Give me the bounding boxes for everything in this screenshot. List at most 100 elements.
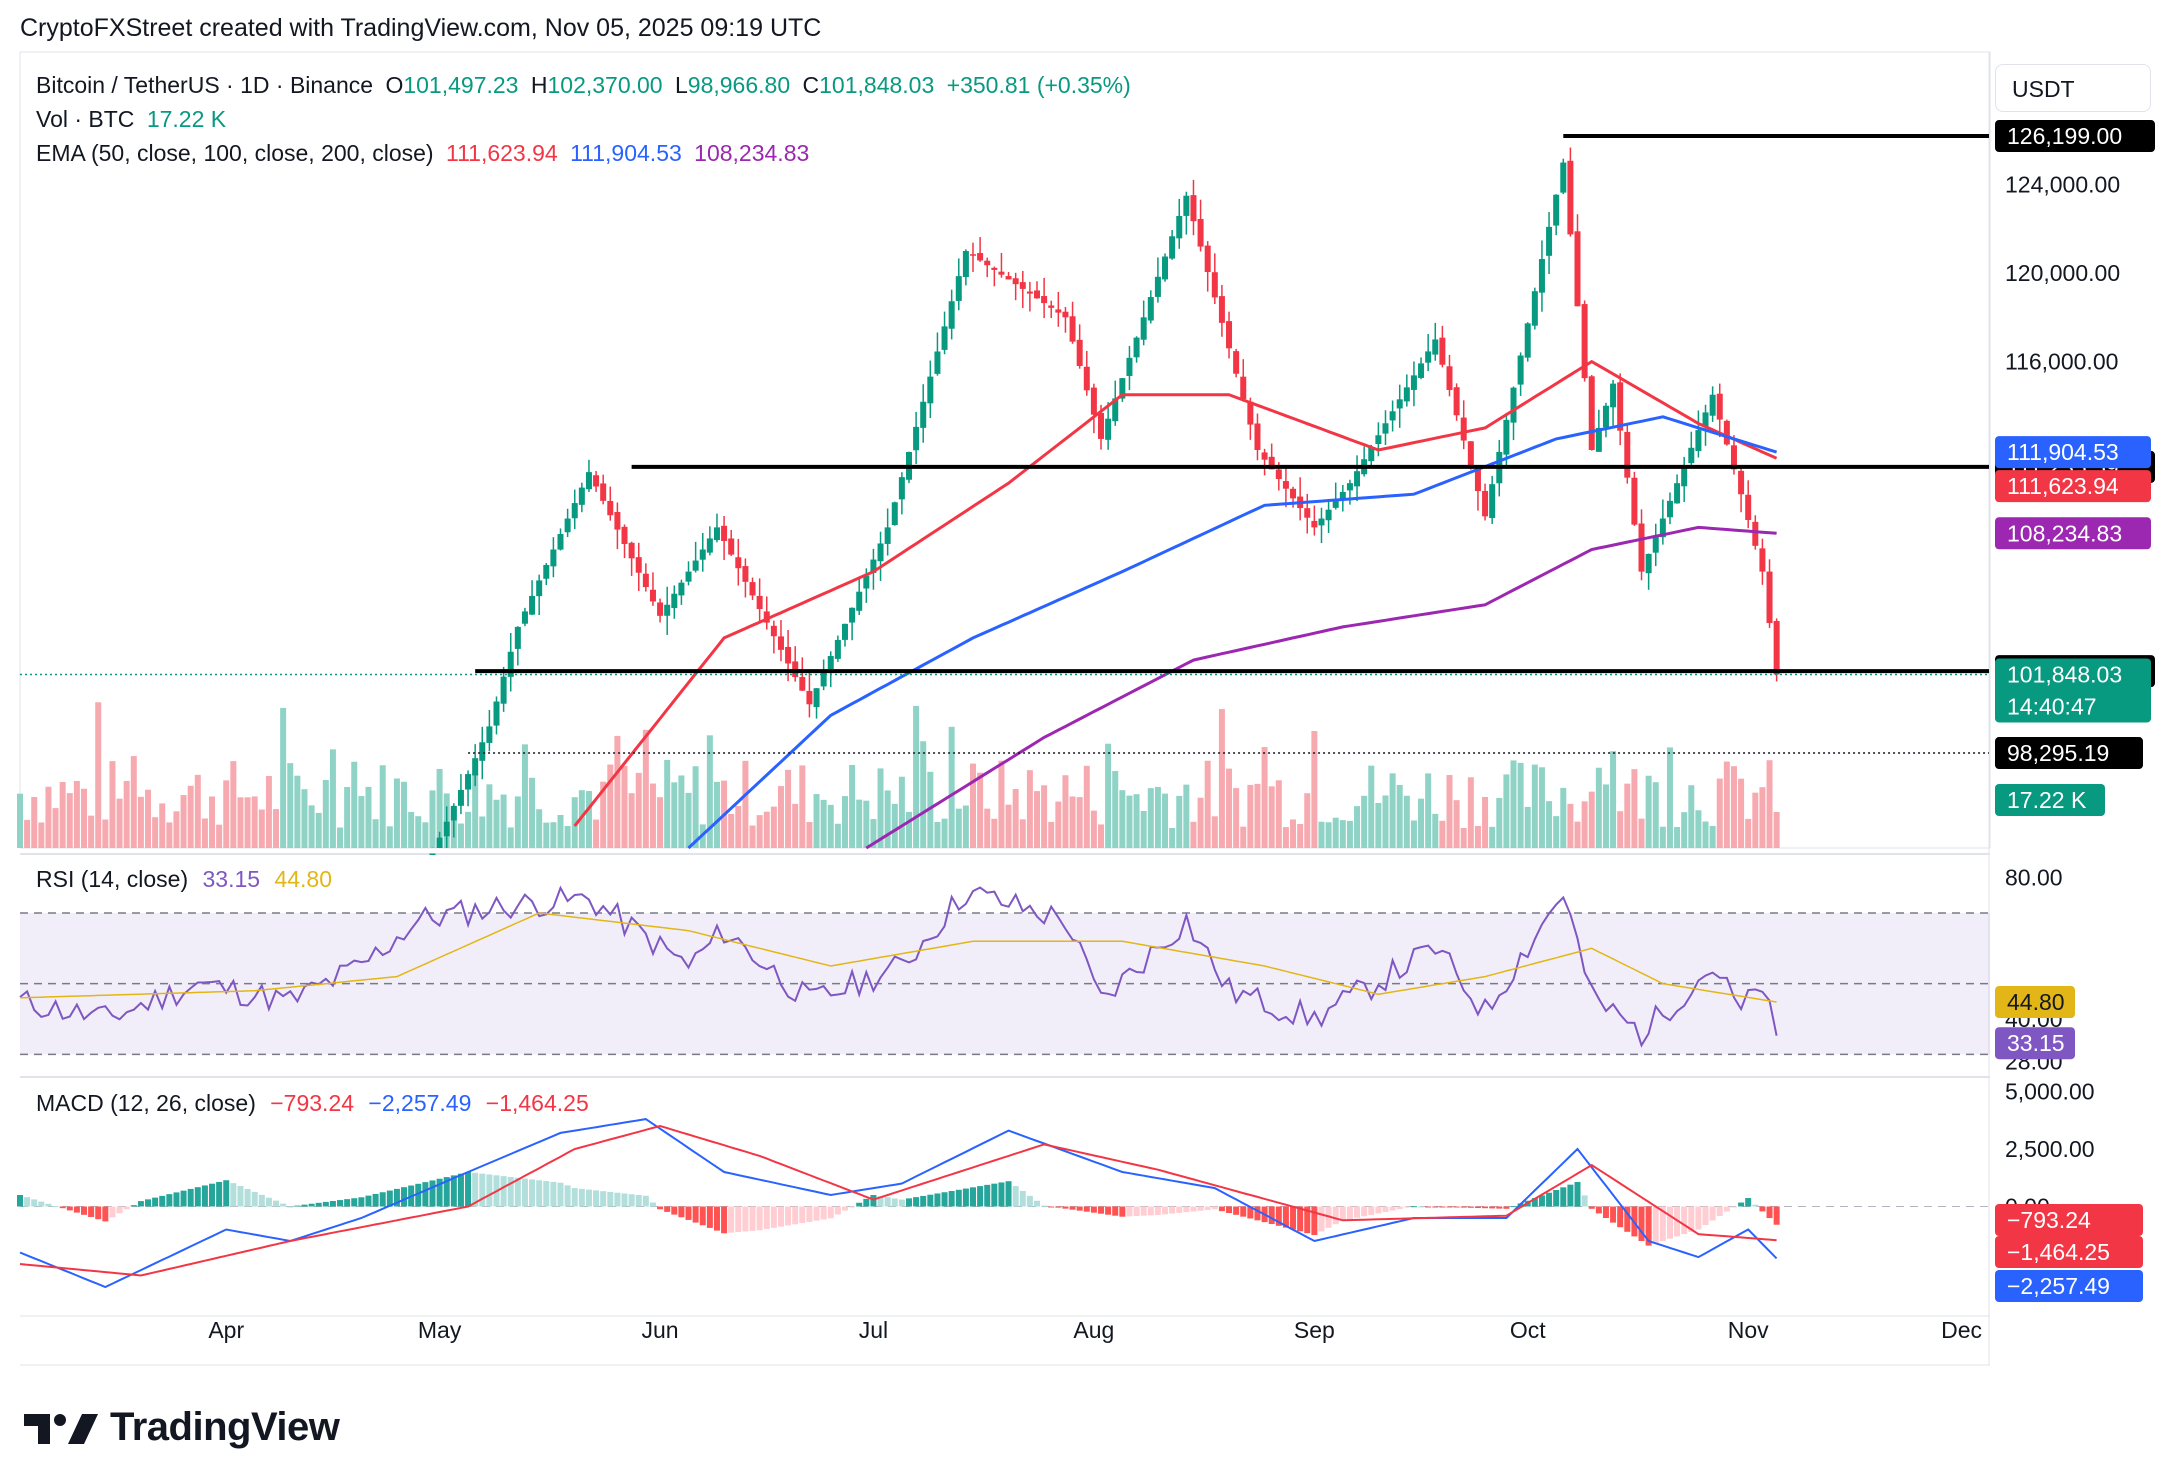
volume-bar xyxy=(1325,822,1332,848)
volume-bar xyxy=(692,766,699,848)
volume-bar xyxy=(543,822,550,848)
candle-body xyxy=(600,483,607,501)
candle xyxy=(1652,523,1659,567)
volume-label: Vol · BTC xyxy=(36,106,135,132)
rsi-legend[interactable]: RSI (14, close) 33.15 44.80 xyxy=(36,866,340,893)
candle xyxy=(856,578,863,615)
macd-histogram-bar xyxy=(1354,1206,1361,1218)
macd-histogram-bar xyxy=(678,1206,685,1218)
macd-histogram-bar xyxy=(379,1192,386,1207)
currency-selector[interactable]: USDT xyxy=(1995,64,2151,112)
volume-bar xyxy=(1069,796,1076,848)
ema-price-label: 108,234.83 xyxy=(1995,517,2151,550)
volume-bar xyxy=(1702,821,1709,848)
candle xyxy=(1709,386,1716,422)
candle-body xyxy=(1645,553,1652,574)
candle xyxy=(1567,147,1574,237)
candle-body xyxy=(1602,405,1609,428)
macd-histogram-bar xyxy=(529,1179,536,1207)
volume-bar xyxy=(905,811,912,848)
macd-hist-axis-label-bg xyxy=(1995,1204,2143,1236)
volume-bar xyxy=(1339,820,1346,848)
candle-body xyxy=(1588,376,1595,450)
volume-bar xyxy=(1382,795,1389,848)
volume-bar xyxy=(166,822,173,848)
volume-bar xyxy=(1624,783,1631,848)
volume-legend[interactable]: Vol · BTC 17.22 K xyxy=(36,106,232,133)
candle xyxy=(607,486,614,521)
volume-bar xyxy=(1759,787,1766,848)
volume-bar xyxy=(607,764,614,848)
candle-body xyxy=(1730,445,1737,470)
macd-histogram-bar xyxy=(1382,1206,1389,1212)
candle-body xyxy=(1389,411,1396,421)
volume-bar xyxy=(863,800,870,848)
candle xyxy=(1517,352,1524,396)
macd-histogram-bar xyxy=(1190,1206,1197,1212)
candle-body xyxy=(1126,357,1133,376)
macd-histogram-bar xyxy=(721,1206,728,1234)
volume-bar xyxy=(145,789,152,848)
dotted-level-label-text: 98,295.19 xyxy=(2007,740,2109,766)
volume-bar xyxy=(1723,761,1730,848)
candle-body xyxy=(585,472,592,490)
candle-body xyxy=(1062,311,1069,318)
tradingview-brand[interactable]: TradingView xyxy=(24,1405,340,1450)
volume-bar xyxy=(1574,821,1581,848)
candle xyxy=(529,580,536,616)
candle-body xyxy=(1339,492,1346,499)
volume-bar xyxy=(287,763,294,848)
volume-bar xyxy=(742,760,749,848)
candle-body xyxy=(564,518,571,533)
volume-bar xyxy=(806,822,813,848)
candle xyxy=(898,472,905,515)
ema-legend[interactable]: EMA (50, close, 100, close, 200, close) … xyxy=(36,140,815,167)
macd-histogram-bar xyxy=(799,1206,806,1224)
candle xyxy=(770,620,777,654)
candle xyxy=(1361,446,1368,477)
candle xyxy=(1247,397,1254,440)
volume-bar xyxy=(706,735,713,848)
macd-histogram-bar xyxy=(173,1192,180,1207)
volume-bar xyxy=(614,735,621,848)
candle-body xyxy=(1745,494,1752,521)
candle xyxy=(1154,257,1161,303)
macd-legend[interactable]: MACD (12, 26, close) −793.24 −2,257.49 −… xyxy=(36,1090,597,1117)
candle-body xyxy=(1012,278,1019,285)
volume-bar xyxy=(671,782,678,848)
candle xyxy=(1645,553,1652,590)
volume-bar xyxy=(685,792,692,848)
macd-histogram-bar xyxy=(1474,1206,1481,1208)
candle xyxy=(841,623,848,647)
candle-body xyxy=(998,271,1005,275)
volume-bar xyxy=(1453,800,1460,848)
symbol-title[interactable]: Bitcoin / TetherUS · 1D · Binance xyxy=(36,72,374,98)
macd-histogram-bar xyxy=(24,1197,31,1207)
volume-bar xyxy=(1275,780,1282,848)
candle xyxy=(1169,230,1176,260)
macd-histogram-bar xyxy=(1695,1206,1702,1230)
candle-body xyxy=(1140,317,1147,340)
volume-bar xyxy=(977,772,984,848)
macd-histogram-bar xyxy=(1133,1206,1140,1217)
macd-histogram-bar xyxy=(1595,1206,1602,1214)
time-tick-label: Oct xyxy=(1510,1317,1546,1343)
volume-bar xyxy=(1133,794,1140,848)
macd-histogram-bar xyxy=(1090,1206,1097,1213)
macd-histogram-bar xyxy=(621,1193,628,1207)
macd-histogram-bar xyxy=(1041,1205,1048,1207)
candle-body xyxy=(1019,282,1026,289)
macd-histogram-bar xyxy=(507,1176,514,1207)
macd-histogram-bar xyxy=(315,1202,322,1207)
candle-body xyxy=(1474,468,1481,492)
volume-bar xyxy=(849,764,856,848)
volume-bar xyxy=(258,809,265,848)
candle-body xyxy=(1610,383,1617,408)
volume-bar xyxy=(600,781,607,848)
candle xyxy=(1531,287,1538,330)
candle xyxy=(507,632,514,692)
candle xyxy=(671,585,678,619)
candle-body xyxy=(728,538,735,555)
macd-histogram-bar xyxy=(1745,1198,1752,1207)
